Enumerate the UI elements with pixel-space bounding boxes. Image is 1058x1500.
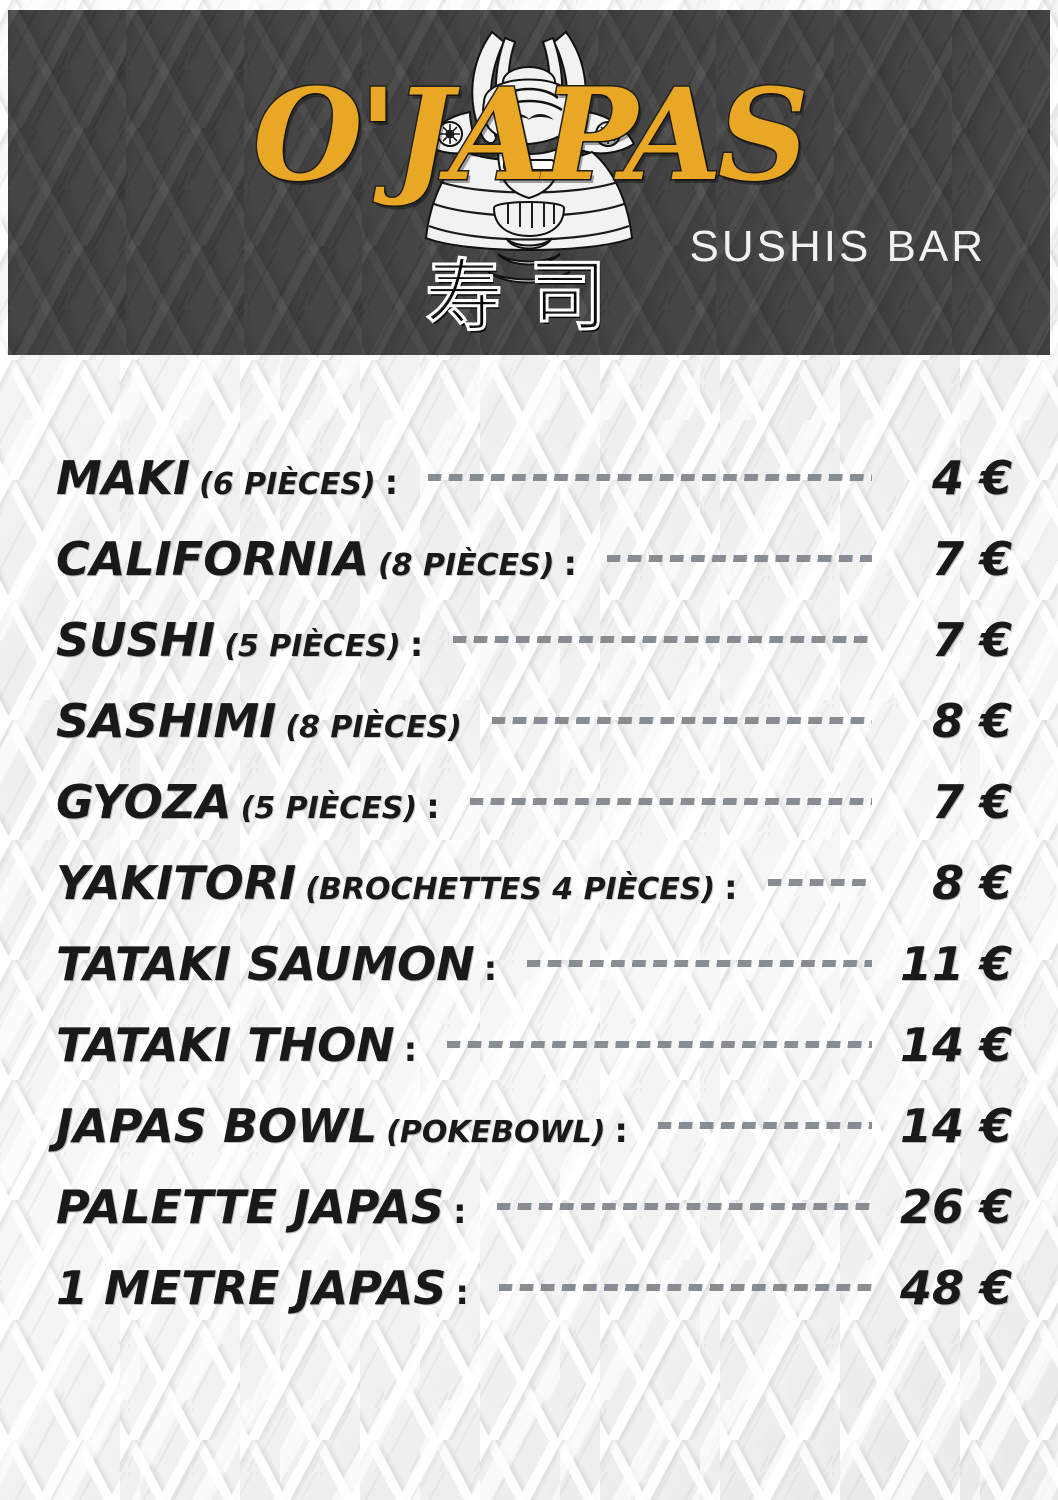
menu-item-label: YAKITORI (BROCHETTES 4 PIÈCES) : xyxy=(56,860,738,906)
menu-item-label: PALETTE JAPAS : xyxy=(56,1184,467,1230)
menu-list: MAKI (6 PIÈCES) : 4 € CALIFORNIA (8 PIÈC… xyxy=(56,455,1012,1346)
menu-row: SASHIMI (8 PIÈCES) 8 € xyxy=(56,698,1012,779)
menu-item-colon: : xyxy=(483,949,498,989)
menu-item-name: MAKI xyxy=(56,451,191,505)
menu-item-name: TATAKI THON xyxy=(56,1018,395,1072)
menu-row: MAKI (6 PIÈCES) : 4 € xyxy=(56,455,1012,536)
menu-row: JAPAS BOWL (POKEBOWL) : 14 € xyxy=(56,1103,1012,1184)
menu-item-price: 7 € xyxy=(931,532,1012,586)
leader-dashes xyxy=(767,877,872,887)
menu-item-price: 4 € xyxy=(931,451,1012,505)
menu-row: 1 METRE JAPAS : 48 € xyxy=(56,1265,1012,1346)
leader-dashes xyxy=(496,1201,872,1211)
brand-tagline: SUSHIS BAR xyxy=(689,222,986,271)
menu-item-name: SUSHI xyxy=(56,613,216,667)
menu-row: PALETTE JAPAS : 26 € xyxy=(56,1184,1012,1265)
menu-item-colon: : xyxy=(403,1030,418,1070)
leader-dashes xyxy=(469,796,872,806)
menu-item-qty: (BROCHETTES 4 PIÈCES) xyxy=(305,872,716,907)
menu-item-colon: : xyxy=(614,1111,629,1151)
menu-item-price: 14 € xyxy=(899,1099,1012,1153)
menu-item-qty: (6 PIÈCES) xyxy=(199,467,376,502)
menu-item-colon: : xyxy=(453,1192,467,1232)
menu-item-price: 7 € xyxy=(931,775,1012,829)
menu-item-price: 14 € xyxy=(899,1018,1012,1072)
menu-row: YAKITORI (BROCHETTES 4 PIÈCES) : 8 € xyxy=(56,860,1012,941)
menu-item-qty: (5 PIÈCES) xyxy=(224,629,401,664)
menu-item-colon: : xyxy=(384,463,399,503)
menu-item-name: SASHIMI xyxy=(56,694,277,748)
leader-dashes xyxy=(607,553,872,563)
menu-item-name: JAPAS BOWL xyxy=(56,1099,378,1153)
menu-row: TATAKI SAUMON : 11 € xyxy=(56,941,1012,1022)
menu-row: GYOZA (5 PIÈCES) : 7 € xyxy=(56,779,1012,860)
menu-item-colon: : xyxy=(563,544,578,584)
menu-item-name: CALIFORNIA xyxy=(56,532,369,586)
menu-item-label: TATAKI SAUMON : xyxy=(56,941,497,987)
menu-item-name: PALETTE JAPAS xyxy=(56,1180,445,1234)
menu-item-label: JAPAS BOWL (POKEBOWL) : xyxy=(56,1103,628,1149)
leader-dashes xyxy=(499,1282,872,1292)
samurai-helmet-icon xyxy=(422,30,636,284)
leader-dashes xyxy=(453,634,872,644)
menu-row: CALIFORNIA (8 PIÈCES) : 7 € xyxy=(56,536,1012,617)
menu-item-label: SUSHI (5 PIÈCES) : xyxy=(56,617,423,663)
menu-item-label: 1 METRE JAPAS : xyxy=(56,1265,469,1311)
menu-item-colon: : xyxy=(426,787,440,827)
menu-item-price: 48 € xyxy=(899,1261,1012,1315)
menu-item-qty: (5 PIÈCES) xyxy=(240,791,418,826)
leader-dashes xyxy=(447,1039,872,1049)
menu-row: TATAKI THON : 14 € xyxy=(56,1022,1012,1103)
menu-item-qty: (POKEBOWL) xyxy=(386,1115,606,1150)
menu-row: SUSHI (5 PIÈCES) : 7 € xyxy=(56,617,1012,698)
header-banner: O'JAPAS SUSHIS BAR 寿司 xyxy=(8,10,1050,355)
menu-item-label: TATAKI THON : xyxy=(56,1022,417,1068)
menu-item-name: TATAKI SAUMON xyxy=(56,937,475,991)
menu-item-colon: : xyxy=(409,625,424,665)
menu-item-name: GYOZA xyxy=(56,775,232,829)
menu-item-price: 8 € xyxy=(931,856,1012,910)
menu-item-name: 1 METRE JAPAS xyxy=(56,1261,447,1315)
menu-item-price: 8 € xyxy=(931,694,1012,748)
menu-item-price: 11 € xyxy=(899,937,1012,991)
menu-item-price: 26 € xyxy=(899,1180,1012,1234)
kanji-sushi: 寿司 xyxy=(423,252,634,342)
menu-item-colon: : xyxy=(455,1273,470,1313)
leader-dashes xyxy=(491,715,872,725)
brand-wordmark: O'JAPAS xyxy=(251,61,810,209)
menu-item-label: MAKI (6 PIÈCES) : xyxy=(56,455,398,501)
menu-item-label: GYOZA (5 PIÈCES) : xyxy=(56,779,440,825)
menu-item-price: 7 € xyxy=(931,613,1012,667)
leader-dashes xyxy=(658,1120,872,1130)
leader-dashes xyxy=(428,472,872,482)
leader-dashes xyxy=(527,958,872,968)
menu-item-label: CALIFORNIA (8 PIÈCES) : xyxy=(56,536,577,582)
menu-item-name: YAKITORI xyxy=(56,856,297,910)
menu-item-qty: (8 PIÈCES) xyxy=(377,548,555,583)
menu-item-label: SASHIMI (8 PIÈCES) xyxy=(56,698,462,744)
menu-item-colon: : xyxy=(724,868,738,908)
menu-item-qty: (8 PIÈCES) xyxy=(285,710,462,745)
